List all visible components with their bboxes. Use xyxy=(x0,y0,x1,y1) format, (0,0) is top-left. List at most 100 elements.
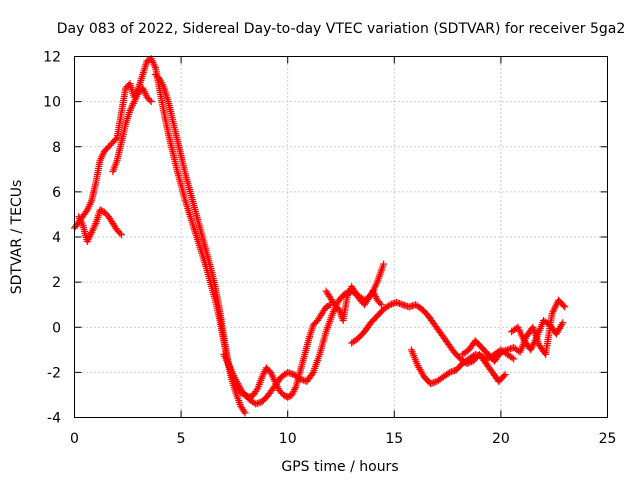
data-point xyxy=(186,210,194,218)
data-point xyxy=(160,84,168,92)
plot-frame xyxy=(74,56,608,418)
data-point xyxy=(365,294,373,302)
data-point xyxy=(254,384,262,392)
data-point xyxy=(309,368,317,376)
data-point xyxy=(233,377,241,385)
data-point xyxy=(117,138,125,146)
x-tick-label: 5 xyxy=(177,431,186,447)
data-point xyxy=(459,350,467,358)
data-point xyxy=(100,208,108,216)
data-point xyxy=(431,321,439,329)
data-point xyxy=(265,391,273,399)
data-point xyxy=(109,138,117,146)
data-point xyxy=(527,346,535,354)
data-point xyxy=(194,217,202,225)
data-point xyxy=(520,337,528,345)
data-point xyxy=(301,350,309,358)
data-point xyxy=(143,57,151,65)
data-point xyxy=(452,366,460,374)
data-point xyxy=(533,332,541,340)
y-tick-label: 10 xyxy=(43,95,61,111)
data-point xyxy=(88,228,96,236)
data-point xyxy=(322,328,330,336)
x-tick-label: 15 xyxy=(385,431,403,447)
data-point xyxy=(446,368,454,376)
data-point xyxy=(478,344,486,352)
y-tick-label: -4 xyxy=(47,411,61,427)
data-point xyxy=(322,287,330,295)
data-point xyxy=(92,179,100,187)
data-point xyxy=(369,287,377,295)
data-point xyxy=(495,377,503,385)
y-tick-label: 2 xyxy=(52,275,61,291)
data-point xyxy=(177,152,185,160)
data-point xyxy=(117,231,125,239)
y-tick-label: 8 xyxy=(52,140,61,156)
data-point xyxy=(314,316,322,324)
data-point-interp xyxy=(560,302,568,310)
data-point xyxy=(96,156,104,164)
data-point xyxy=(252,400,260,408)
data-point xyxy=(284,368,292,376)
data-point xyxy=(100,147,108,155)
data-point xyxy=(220,350,228,358)
y-tick-label: 6 xyxy=(52,185,61,201)
data-point xyxy=(139,84,147,92)
data-point xyxy=(433,377,441,385)
data-point xyxy=(181,170,189,178)
data-point xyxy=(160,109,168,117)
data-point-interp xyxy=(508,354,516,362)
data-point-interp xyxy=(444,370,452,378)
data-point xyxy=(488,368,496,376)
data-point xyxy=(309,321,317,329)
data-point xyxy=(169,147,177,155)
data-point xyxy=(303,377,311,385)
data-point xyxy=(316,350,324,358)
data-point xyxy=(510,355,518,363)
data-point xyxy=(465,346,473,354)
data-point xyxy=(399,301,407,309)
data-point xyxy=(427,380,435,388)
data-point xyxy=(147,98,155,106)
data-point xyxy=(245,395,253,403)
data-point xyxy=(279,391,287,399)
data-point xyxy=(535,341,543,349)
data-point xyxy=(459,359,467,367)
data-point xyxy=(181,197,189,205)
data-point xyxy=(465,355,473,363)
data-point xyxy=(414,362,422,370)
data-point xyxy=(288,391,296,399)
data-point xyxy=(79,222,87,230)
x-axis-label: GPS time / hours xyxy=(281,459,398,475)
data-point xyxy=(508,328,516,336)
data-point xyxy=(510,344,518,352)
data-point xyxy=(392,298,400,306)
data-marks xyxy=(71,55,569,417)
data-point xyxy=(437,330,445,338)
data-point xyxy=(122,120,130,128)
data-point xyxy=(164,98,172,106)
data-point xyxy=(514,323,522,331)
data-point xyxy=(83,206,91,214)
data-point xyxy=(105,213,113,221)
data-point xyxy=(548,310,556,318)
data-point xyxy=(373,312,381,320)
data-point xyxy=(326,294,334,302)
data-point xyxy=(258,373,266,381)
data-point xyxy=(275,386,283,394)
data-point xyxy=(92,219,100,227)
data-point xyxy=(356,296,364,304)
data-point-interp xyxy=(295,374,303,382)
data-point xyxy=(122,84,130,92)
data-point xyxy=(109,168,117,176)
data-point xyxy=(339,316,347,324)
data-point xyxy=(173,165,181,173)
data-point xyxy=(258,398,266,406)
data-point xyxy=(412,301,420,309)
data-point xyxy=(491,357,499,365)
data-point xyxy=(322,303,330,311)
data-point xyxy=(75,213,83,221)
data-point xyxy=(354,335,362,343)
data-point xyxy=(169,116,177,124)
